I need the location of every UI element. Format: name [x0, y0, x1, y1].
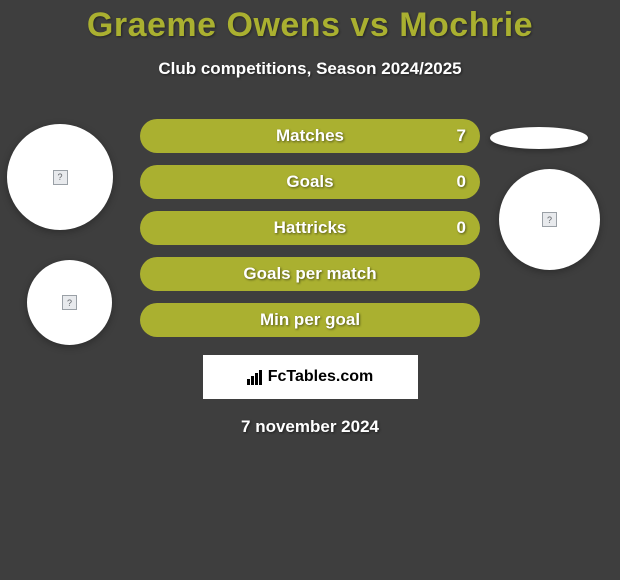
stat-label: Goals per match	[243, 264, 376, 284]
stat-bar-hattricks: Hattricks 0	[140, 211, 480, 245]
stat-label: Goals	[286, 172, 333, 192]
stat-label: Matches	[276, 126, 344, 146]
brand-text: FcTables.com	[247, 368, 374, 386]
player-circle-right-1	[499, 169, 600, 270]
stat-value: 0	[457, 172, 466, 192]
stat-label: Hattricks	[274, 218, 347, 238]
date-label: 7 november 2024	[0, 417, 620, 437]
placeholder-image-icon	[62, 295, 77, 310]
stat-bar-min-per-goal: Min per goal	[140, 303, 480, 337]
stat-label: Min per goal	[260, 310, 360, 330]
page-title: Graeme Owens vs Mochrie	[0, 0, 620, 45]
decorative-ellipse	[490, 127, 588, 149]
placeholder-image-icon	[542, 212, 557, 227]
chart-bars-icon	[247, 370, 262, 385]
stat-bar-matches: Matches 7	[140, 119, 480, 153]
brand-badge: FcTables.com	[203, 355, 418, 399]
brand-label: FcTables.com	[268, 368, 374, 386]
placeholder-image-icon	[53, 170, 68, 185]
player-circle-left-2	[27, 260, 112, 345]
stat-bar-goals-per-match: Goals per match	[140, 257, 480, 291]
stat-bar-goals: Goals 0	[140, 165, 480, 199]
subtitle: Club competitions, Season 2024/2025	[0, 59, 620, 79]
stat-value: 7	[457, 126, 466, 146]
stat-value: 0	[457, 218, 466, 238]
player-circle-left-1	[7, 124, 113, 230]
